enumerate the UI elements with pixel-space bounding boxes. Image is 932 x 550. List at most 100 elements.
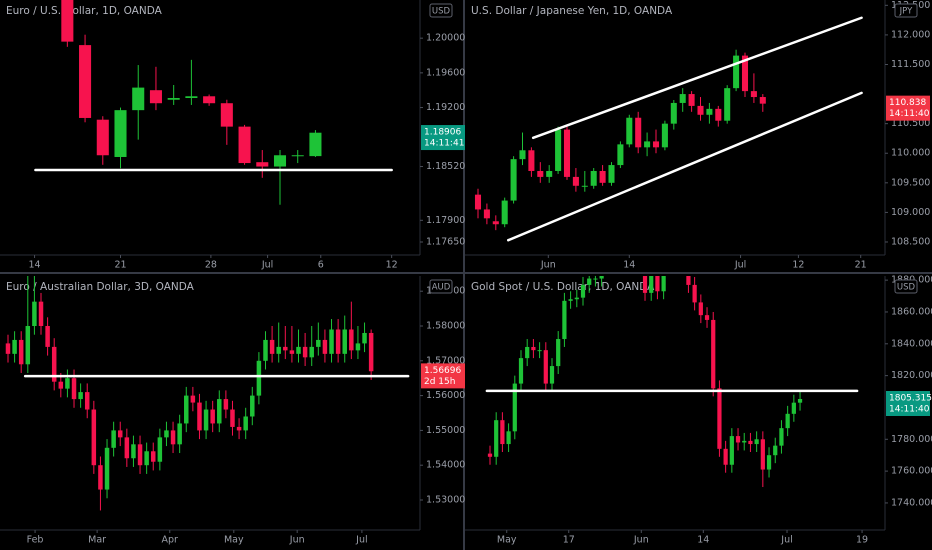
candle-body: [276, 346, 281, 354]
candle-body: [525, 346, 530, 359]
candle-body: [556, 339, 561, 367]
candle-body: [96, 119, 109, 156]
candle-body: [704, 315, 710, 320]
candle-body: [250, 395, 255, 417]
candle-body: [754, 439, 759, 445]
candle-body: [190, 395, 196, 403]
candle-body: [760, 439, 765, 470]
candle-body: [500, 420, 505, 445]
candle-body: [111, 430, 116, 448]
candle-body: [593, 278, 598, 280]
x-tick-label: Feb: [27, 535, 44, 546]
y-tick-label: 1.20000: [426, 33, 465, 44]
candle-body: [362, 332, 367, 344]
candle-body: [309, 346, 314, 358]
candle-body: [256, 360, 262, 396]
candle-body: [18, 339, 24, 365]
candle-body: [184, 395, 189, 424]
candle-body: [124, 437, 130, 459]
candle-body: [649, 276, 654, 293]
x-tick-label: Apr: [162, 535, 179, 546]
x-tick-label: Jul: [355, 535, 367, 546]
x-tick-label: Jul: [261, 260, 273, 271]
candle-body: [555, 129, 562, 171]
x-tick-label: May: [497, 535, 517, 546]
candle-body: [58, 381, 64, 389]
candle-body: [263, 339, 268, 361]
candle-body: [483, 209, 490, 219]
candle-body: [599, 276, 604, 279]
candle-body: [670, 102, 677, 124]
candle-body: [494, 420, 499, 457]
price-badge: [421, 125, 465, 151]
candle-body: [316, 339, 321, 347]
candle-body: [210, 409, 215, 424]
currency-label: USD: [432, 7, 451, 17]
y-tick-label: 112.000: [891, 29, 930, 40]
candle-body: [223, 399, 229, 410]
candle-body: [170, 430, 176, 445]
countdown-label: 14:11:40: [889, 404, 930, 414]
candle-body: [185, 96, 198, 99]
candle-body: [568, 299, 573, 301]
candle-body: [368, 332, 374, 372]
candle-body: [581, 185, 588, 187]
candle-body: [735, 436, 741, 443]
candle-body: [644, 141, 651, 148]
candle-body: [715, 108, 722, 121]
candle-body: [733, 55, 740, 89]
candle-body: [599, 170, 606, 183]
currency-label: USD: [897, 283, 916, 293]
price-badge: [421, 363, 465, 389]
y-tick-label: 1.17650: [426, 236, 465, 247]
candle-body: [98, 465, 103, 490]
price-badge: [886, 390, 930, 416]
candle-body: [501, 200, 508, 225]
chart-title: Euro / U.S. Dollar, 1D, OANDA: [6, 5, 163, 17]
candle-body: [773, 445, 778, 456]
candle-body: [238, 126, 251, 164]
y-tick-label: 1.17900: [426, 215, 465, 226]
plot-area: U.S. Dollar / Japanese Yen, 1D, OANDA: [471, 5, 863, 242]
candle-body: [692, 284, 697, 303]
chart-title: U.S. Dollar / Japanese Yen, 1D, OANDA: [471, 5, 673, 17]
candle-body: [729, 436, 734, 465]
candle-body: [741, 55, 749, 92]
candle-body: [528, 150, 535, 171]
candle-body: [32, 301, 37, 327]
candle-body: [38, 301, 44, 327]
y-tick-label: 1.19600: [426, 67, 465, 78]
candle-body: [197, 402, 202, 431]
price-badge-label: 1.56696: [424, 366, 461, 376]
candle-body: [661, 276, 666, 292]
candle-body: [335, 329, 341, 354]
candle-body: [617, 144, 624, 166]
candle-body: [537, 170, 544, 177]
candle-body: [661, 123, 668, 148]
y-tick-label: 1860.000: [891, 306, 932, 317]
candle-body: [531, 346, 536, 351]
x-tick-label: Jun: [289, 535, 305, 546]
x-tick-label: 19: [856, 535, 868, 546]
candle-body: [45, 326, 50, 347]
candle-body: [269, 339, 275, 354]
candle-body: [655, 276, 660, 292]
candle-body: [230, 409, 235, 427]
currency-badge: [894, 279, 918, 294]
candle-body: [635, 117, 642, 148]
candle-body: [506, 431, 511, 445]
currency-badge: [429, 279, 453, 294]
candle-body: [65, 378, 70, 389]
x-tick-label: Jul: [734, 260, 746, 271]
candle-body: [706, 108, 713, 115]
candle-body: [580, 284, 586, 298]
candle-body: [562, 300, 567, 340]
y-tick-label: 1.19200: [426, 102, 465, 113]
candle-body: [71, 378, 77, 400]
candle-body: [114, 110, 127, 157]
candle-body: [273, 155, 287, 167]
y-tick-label: 1.56000: [426, 390, 465, 401]
x-tick-label: Jun: [633, 535, 649, 546]
y-tick-label: 109.500: [891, 177, 930, 188]
currency-badge: [894, 3, 918, 18]
